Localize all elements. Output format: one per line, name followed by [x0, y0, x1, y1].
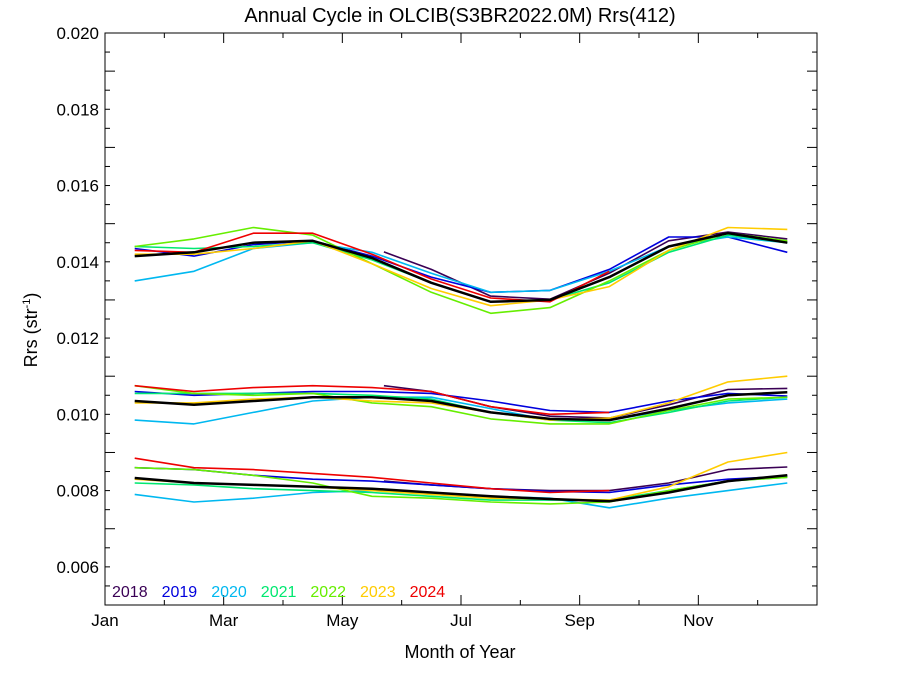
legend-entry: 2018	[112, 584, 148, 601]
x-tick-label: Sep	[565, 611, 595, 630]
series-2018	[383, 231, 788, 492]
x-tick-label: Nov	[683, 611, 714, 630]
y-axis-label-superscript: -1	[21, 299, 33, 309]
legend-entry: 2023	[360, 584, 396, 601]
series-line	[134, 390, 788, 422]
chart-title: Annual Cycle in OLCIB(S3BR2022.0M) Rrs(4…	[244, 5, 675, 27]
y-tick-label: 0.008	[56, 482, 99, 501]
series-2020	[134, 236, 788, 509]
y-tick-label: 0.016	[56, 177, 99, 196]
series-mean	[134, 231, 788, 503]
series-line	[134, 226, 788, 307]
legend-entry: 2019	[162, 584, 198, 601]
x-tick-label: Mar	[209, 611, 239, 630]
x-tick-label: Jan	[91, 611, 118, 630]
x-tick-labels: Jan Mar May Jul Sep Nov	[91, 611, 714, 630]
y-axis-label-close: )	[21, 293, 41, 299]
legend-entry: 2024	[410, 584, 446, 601]
x-tick-label: Jul	[450, 611, 472, 630]
series-line	[134, 457, 610, 494]
series-line	[134, 451, 788, 501]
series-line	[134, 384, 788, 425]
y-tick-labels: 0.006 0.008 0.010 0.012 0.014 0.016 0.018 0.020	[56, 24, 99, 577]
series-2024	[134, 232, 610, 494]
series-lines	[134, 226, 788, 509]
y-axis-label-main: Rrs (str	[21, 308, 41, 367]
legend-entry: 2021	[261, 584, 297, 601]
y-tick-label: 0.012	[56, 329, 99, 348]
series-line	[134, 474, 788, 503]
y-tick-label: 0.006	[56, 558, 99, 577]
legend-entry: 2022	[310, 584, 346, 601]
y-tick-label: 0.018	[56, 100, 99, 119]
x-tick-label: May	[326, 611, 359, 630]
y-axis-label: Rrs (str-1)	[21, 293, 41, 368]
series-line	[134, 226, 788, 315]
y-tick-label: 0.020	[56, 24, 99, 43]
x-axis-label: Month of Year	[404, 642, 515, 662]
series-2019	[134, 236, 788, 494]
legend: 2018 2019 2020 2021 2022 2023 2024	[112, 584, 445, 601]
series-2022	[134, 226, 788, 505]
series-line	[134, 384, 610, 416]
series-2023	[134, 226, 788, 501]
axis-ticks	[104, 32, 818, 606]
series-2021	[134, 234, 788, 501]
series-line	[134, 466, 788, 505]
y-tick-label: 0.010	[56, 405, 99, 424]
plot-frame	[104, 32, 818, 606]
y-tick-label: 0.014	[56, 253, 99, 272]
legend-entry: 2020	[211, 584, 247, 601]
series-line	[134, 231, 788, 304]
